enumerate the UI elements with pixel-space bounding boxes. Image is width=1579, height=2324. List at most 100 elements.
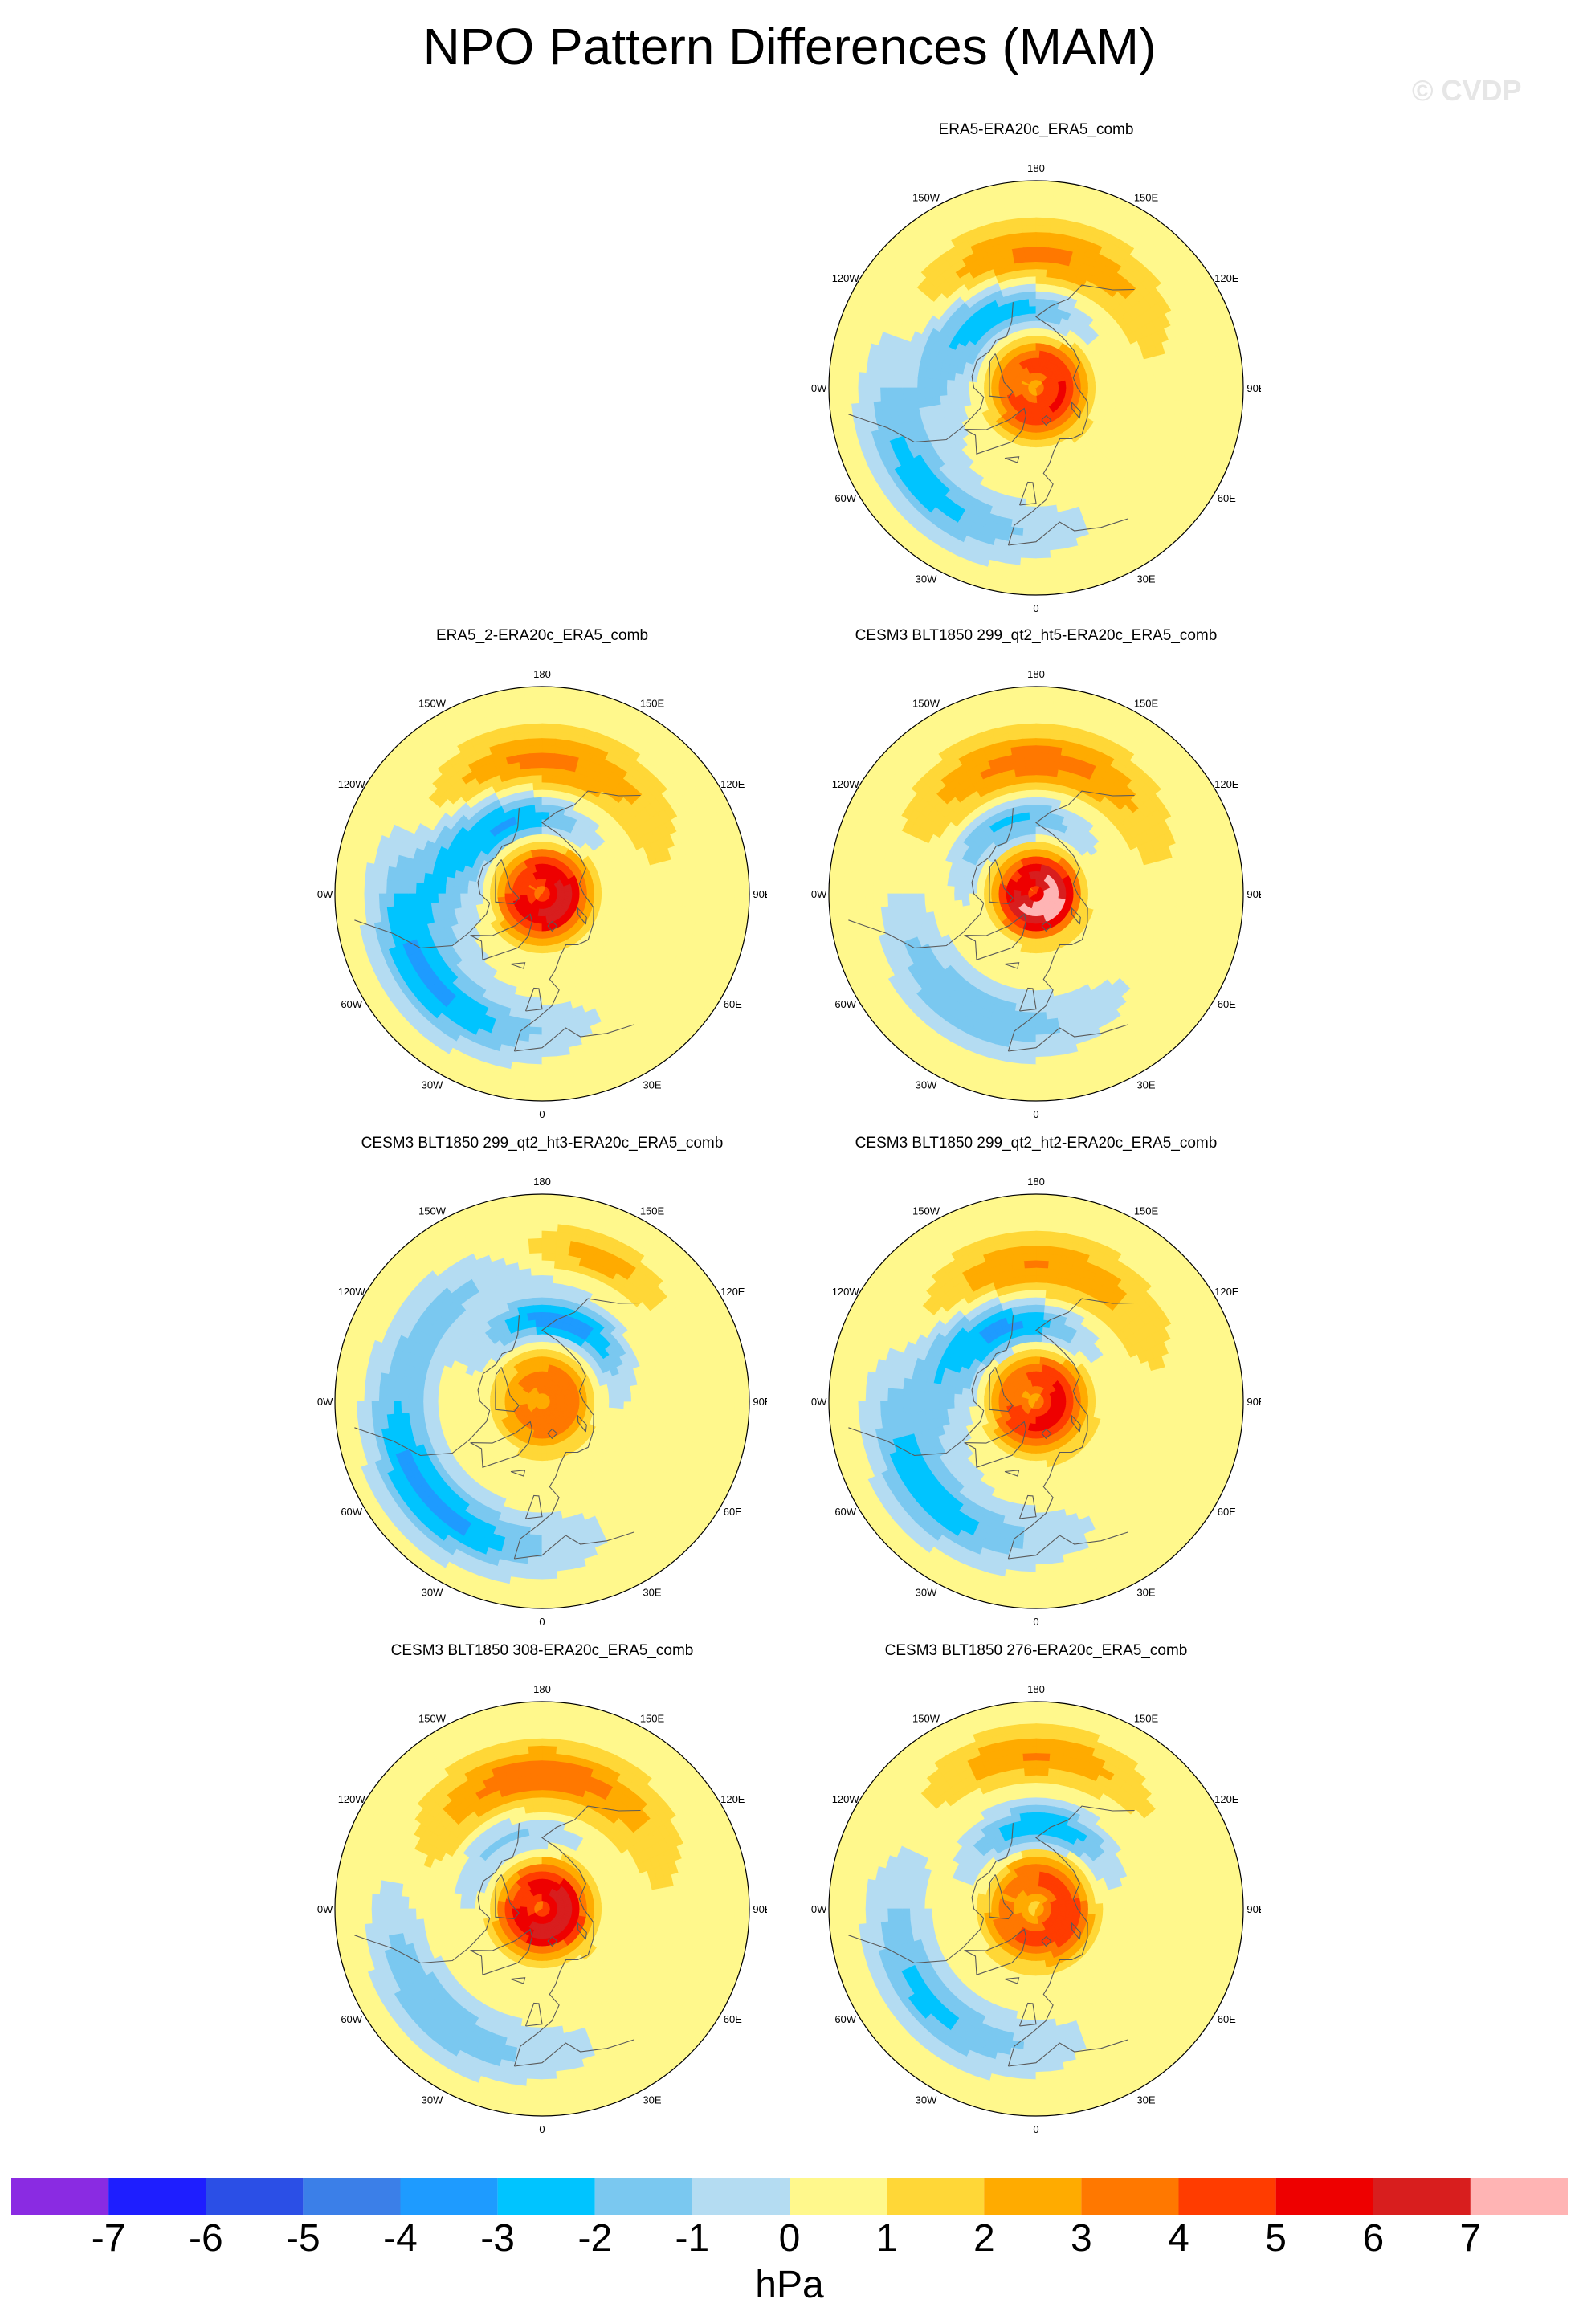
field-cell [1035, 320, 1042, 330]
field-cell [1035, 217, 1051, 226]
field-cell [718, 877, 728, 895]
field-cell [1161, 376, 1170, 389]
field-cell [530, 1018, 543, 1028]
field-cell [541, 760, 554, 769]
field-cell [531, 775, 543, 784]
field-cell [696, 893, 706, 909]
field-cell [1212, 371, 1222, 389]
field-cell [1022, 239, 1037, 249]
field-cell [1035, 723, 1051, 732]
field-cell [527, 966, 537, 976]
map-panel-3: CESM3 BLT1850 299_qt2_ht5-ERA20c_ERA5_co… [811, 626, 1261, 1124]
field-cell [1035, 557, 1052, 566]
field-cell [1183, 373, 1192, 389]
field-cell [394, 893, 403, 907]
field-cell [1024, 512, 1037, 522]
field-cell [1018, 579, 1037, 589]
field-cell [1205, 878, 1214, 895]
field-cell [1021, 217, 1037, 226]
field-cell [880, 387, 889, 402]
field-cells [829, 181, 1243, 595]
field-cell [1131, 387, 1140, 398]
field-cell [969, 387, 978, 394]
field-cell [622, 893, 632, 903]
field-cell [524, 693, 543, 703]
field-cell [1035, 1048, 1051, 1058]
field-cell [504, 890, 513, 895]
field-cell [394, 880, 403, 895]
field-cell [541, 687, 561, 695]
field-cell [1032, 417, 1037, 426]
field-cell [528, 738, 543, 747]
field-cell [1035, 483, 1046, 492]
field-cell [564, 893, 573, 897]
field-cell [541, 1004, 553, 1013]
field-cell [961, 374, 971, 383]
field-cell [541, 1092, 561, 1101]
field-cell [629, 901, 639, 911]
field-cell [1022, 1033, 1037, 1042]
field-cell [630, 893, 639, 903]
field-cell [1035, 239, 1050, 249]
field-cell [1205, 372, 1214, 389]
coastline [1071, 401, 1081, 419]
field-cell [880, 373, 889, 389]
field-cell [895, 387, 904, 401]
field-cell [532, 782, 543, 791]
field-cell [524, 687, 543, 695]
field-cell [940, 370, 949, 381]
field-cell [439, 901, 448, 912]
field-cell [1022, 745, 1037, 755]
field-cell [1079, 387, 1088, 393]
field-cell [622, 900, 631, 910]
field-cell [865, 387, 875, 403]
field-cell [1087, 387, 1096, 393]
field-cell [1035, 745, 1050, 755]
field-cell [1139, 377, 1148, 389]
field-cell [408, 882, 418, 895]
figure-title: NPO Pattern Differences (MAM) [422, 18, 1157, 75]
field-cell [341, 893, 351, 912]
field-cell [946, 387, 956, 397]
field-cell [865, 373, 875, 389]
field-cell [1029, 454, 1037, 463]
field-cell [835, 369, 845, 389]
field-cell [541, 1025, 555, 1035]
field-cells [829, 687, 1243, 1101]
longitude-label: 120E [720, 778, 745, 790]
field-cell [1168, 387, 1177, 401]
field-cell [667, 882, 676, 895]
field-cell [835, 875, 845, 895]
longitude-label: 0 [539, 1108, 545, 1120]
field-cell [1021, 1055, 1037, 1065]
field-cell [947, 372, 957, 381]
coastline [547, 920, 558, 932]
field-cell [939, 379, 949, 389]
field-cell [829, 875, 838, 895]
field-cell [467, 880, 477, 889]
field-cell [600, 898, 610, 906]
field-cell [460, 886, 469, 895]
field-cell [541, 797, 551, 806]
field-cell [681, 880, 691, 895]
field-cell [378, 879, 388, 895]
field-cell [537, 944, 543, 954]
field-cell [1234, 387, 1243, 406]
field-cell [528, 745, 543, 755]
field-cell [637, 884, 647, 895]
field-cell [1035, 202, 1053, 212]
field-cell [349, 893, 358, 911]
field-cell [636, 875, 646, 887]
field-cell [1035, 298, 1045, 308]
field-cell [593, 893, 602, 899]
field-cell [1018, 194, 1037, 204]
longitude-label: 60E [1218, 492, 1236, 504]
field-cell [1130, 369, 1140, 381]
field-cell [865, 879, 875, 895]
field-cell [534, 812, 543, 821]
field-cell [541, 789, 552, 799]
field-cell [528, 1033, 543, 1042]
field-cell [1153, 376, 1163, 389]
field-cell [1026, 276, 1037, 285]
field-cell [524, 790, 535, 800]
